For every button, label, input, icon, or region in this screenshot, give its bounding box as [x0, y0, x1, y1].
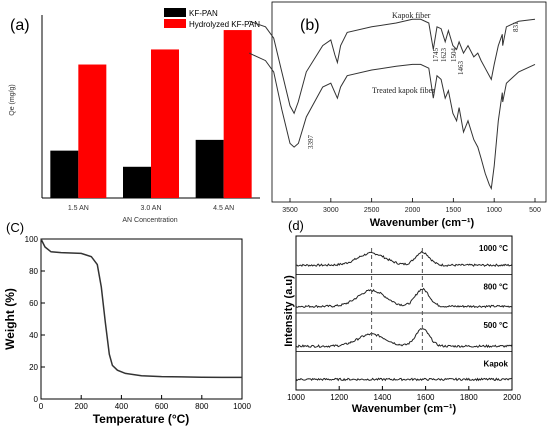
- panel-a-x-label: AN Concentration: [122, 217, 177, 224]
- panel-a-legend: KF-PAN Hydrolyzed KF-PAN: [164, 8, 260, 29]
- y-tick-label: 0: [34, 395, 39, 404]
- x-tick-label: 1500: [446, 207, 462, 214]
- panel-b-frame: [271, 1, 547, 203]
- x-tick-label: 1000: [233, 402, 251, 411]
- y-tick-label: 20: [29, 363, 38, 372]
- x-tick-label: 1600: [417, 393, 435, 402]
- bar-kf-pan-1-5-an: [50, 150, 79, 198]
- panel-b: (b) 3500 3000 2500 2000 1500 1000 500 Kapok fi…: [248, 1, 547, 229]
- panel-d-label: (d): [288, 218, 304, 233]
- x-tick-label: 0: [39, 402, 44, 411]
- annotation-kapok-fiber: Kapok fiber: [392, 11, 431, 20]
- panel-c-curve: [40, 238, 242, 379]
- panel-c-y-label: Weight (%): [3, 288, 17, 350]
- panel-c-ticks: 0 200 400 600 800 1000 0 20 40 60 80 100: [25, 235, 252, 411]
- panel-b-spectra: [248, 18, 536, 191]
- legend-swatch-kf-pan: [164, 8, 186, 17]
- x-tick-label: 400: [115, 402, 129, 411]
- spectrum-label: 800 °C: [483, 283, 508, 292]
- weight-curve: [40, 238, 242, 379]
- annotation-3397: 3397: [307, 135, 315, 150]
- x-tick-label: 500: [529, 207, 541, 214]
- x-tick-label: 1400: [374, 393, 392, 402]
- spectrum-kapok-fiber: [249, 18, 536, 115]
- x-tick-label: 200: [75, 402, 89, 411]
- x-tick-label: 2000: [405, 207, 421, 214]
- spectrum-label: 1000 °C: [479, 244, 508, 253]
- panel-a: (a) Qe (mg/g) AN Concentration 1.5 AN 3.0…: [9, 8, 260, 224]
- annotation-1623: 1623: [440, 48, 448, 63]
- spectrum-treated-kapok-fiber: [248, 52, 536, 191]
- bar-kf-pan-3-0-an: [123, 166, 151, 198]
- y-tick-label: 40: [29, 331, 38, 340]
- panel-a-label: (a): [10, 17, 30, 34]
- annotation-831: 831: [512, 21, 520, 32]
- y-tick-label: 60: [29, 299, 38, 308]
- bar-hydrolyzed-kf-pan-1-5-an: [78, 64, 107, 199]
- x-tick-label: 1000: [287, 393, 305, 402]
- raman-spectrum-1000-c: [295, 250, 513, 267]
- y-tick-label: 80: [29, 267, 38, 276]
- panel-d-spectra: 1000 °C 800 °C 500 °C Kapok: [295, 244, 513, 382]
- raman-spectrum-kapok: [295, 377, 513, 382]
- annotation-1504: 1504: [450, 48, 458, 63]
- y-tick-label: 100: [25, 235, 39, 244]
- x-tick-label: 2500: [364, 207, 380, 214]
- spectrum-label: Kapok: [484, 360, 509, 369]
- panel-c-x-label: Temperature (°C): [93, 412, 190, 426]
- panel-b-x-ticks: 3500 3000 2500 2000 1500 1000 500: [282, 198, 541, 214]
- panel-b-x-label: Wavenumber (cm⁻¹): [370, 217, 475, 229]
- panel-d: (d) 1000 °C 800 °C 500 °C Kapok 1000 1200 140…: [283, 218, 521, 415]
- x-tick-label: 1200: [330, 393, 348, 402]
- panel-c-label: (C): [6, 220, 24, 235]
- x-tick-label: 1800: [460, 393, 478, 402]
- category-label: 4.5 AN: [213, 205, 234, 212]
- annotation-1745: 1745: [432, 48, 440, 63]
- panel-a-categories: 1.5 AN 3.0 AN 4.5 AN: [68, 205, 234, 212]
- x-tick-label: 3000: [323, 207, 339, 214]
- bar-kf-pan-4-5-an: [195, 139, 224, 198]
- panel-d-y-label: Intensity (a.u): [283, 275, 295, 347]
- x-tick-label: 600: [155, 402, 169, 411]
- annotation-treated-kapok-fiber: Treated kapok fiber: [372, 86, 435, 95]
- spectrum-label: 500 °C: [483, 321, 508, 330]
- category-label: 3.0 AN: [140, 205, 161, 212]
- bar-hydrolyzed-kf-pan-4-5-an: [223, 30, 252, 199]
- annotation-1463: 1463: [457, 61, 465, 76]
- x-tick-label: 2000: [503, 393, 521, 402]
- legend-swatch-hydrolyzed: [164, 19, 186, 28]
- panel-d-x-ticks: 1000 1200 1400 1600 1800 2000: [287, 386, 521, 402]
- bar-hydrolyzed-kf-pan-3-0-an: [151, 49, 179, 199]
- raman-spectrum-500-c: [295, 327, 513, 349]
- legend-label-hydrolyzed: Hydrolyzed KF-PAN: [189, 20, 260, 29]
- category-label: 1.5 AN: [68, 205, 89, 212]
- panel-b-label: (b): [300, 17, 320, 34]
- raman-spectrum-800-c: [295, 287, 513, 309]
- legend-label-kf-pan: KF-PAN: [189, 9, 218, 18]
- panel-a-y-label: Qe (mg/g): [9, 84, 16, 116]
- panel-d-x-label: Wavenumber (cm⁻¹): [352, 403, 457, 415]
- x-tick-label: 3500: [282, 207, 298, 214]
- panel-a-bars: [50, 30, 252, 199]
- panel-c-frame: [40, 238, 243, 400]
- panel-c: (C) 0 200 400 600 800 1000 0 20 40 60 80 100 Weight…: [3, 220, 251, 426]
- x-tick-label: 800: [195, 402, 209, 411]
- x-tick-label: 1000: [486, 207, 502, 214]
